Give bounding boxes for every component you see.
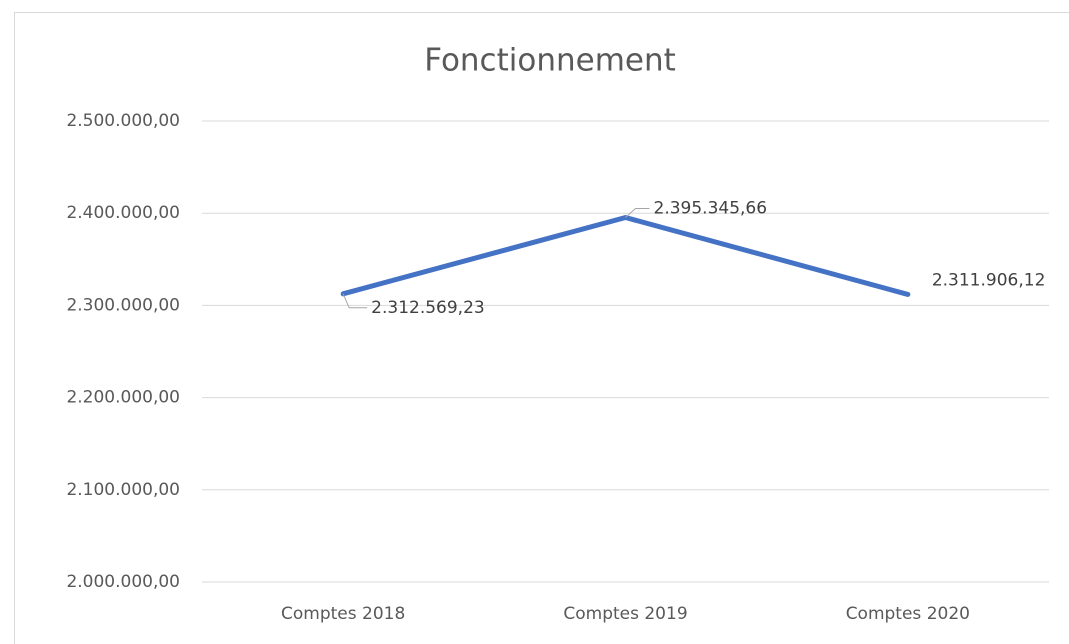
leader-line [625, 207, 650, 218]
x-tick-label: Comptes 2020 [846, 604, 970, 624]
y-tick-label: 2.100.000,00 [66, 480, 180, 500]
y-tick-label: 2.300.000,00 [66, 295, 180, 315]
data-label: 2.311.906,12 [932, 270, 1046, 290]
data-label: 2.395.345,66 [654, 198, 768, 218]
y-tick-label: 2.400.000,00 [66, 203, 180, 223]
leader-line [342, 293, 368, 309]
y-tick-label: 2.000.000,00 [66, 572, 180, 592]
x-tick-label: Comptes 2018 [281, 604, 405, 624]
data-label: 2.312.569,23 [371, 298, 485, 318]
y-tick-label: 2.500.000,00 [66, 111, 180, 131]
x-tick-label: Comptes 2019 [563, 604, 687, 624]
y-tick-label: 2.200.000,00 [66, 388, 180, 408]
chart-border [14, 12, 1069, 644]
chart-title: Fonctionnement [424, 43, 676, 79]
